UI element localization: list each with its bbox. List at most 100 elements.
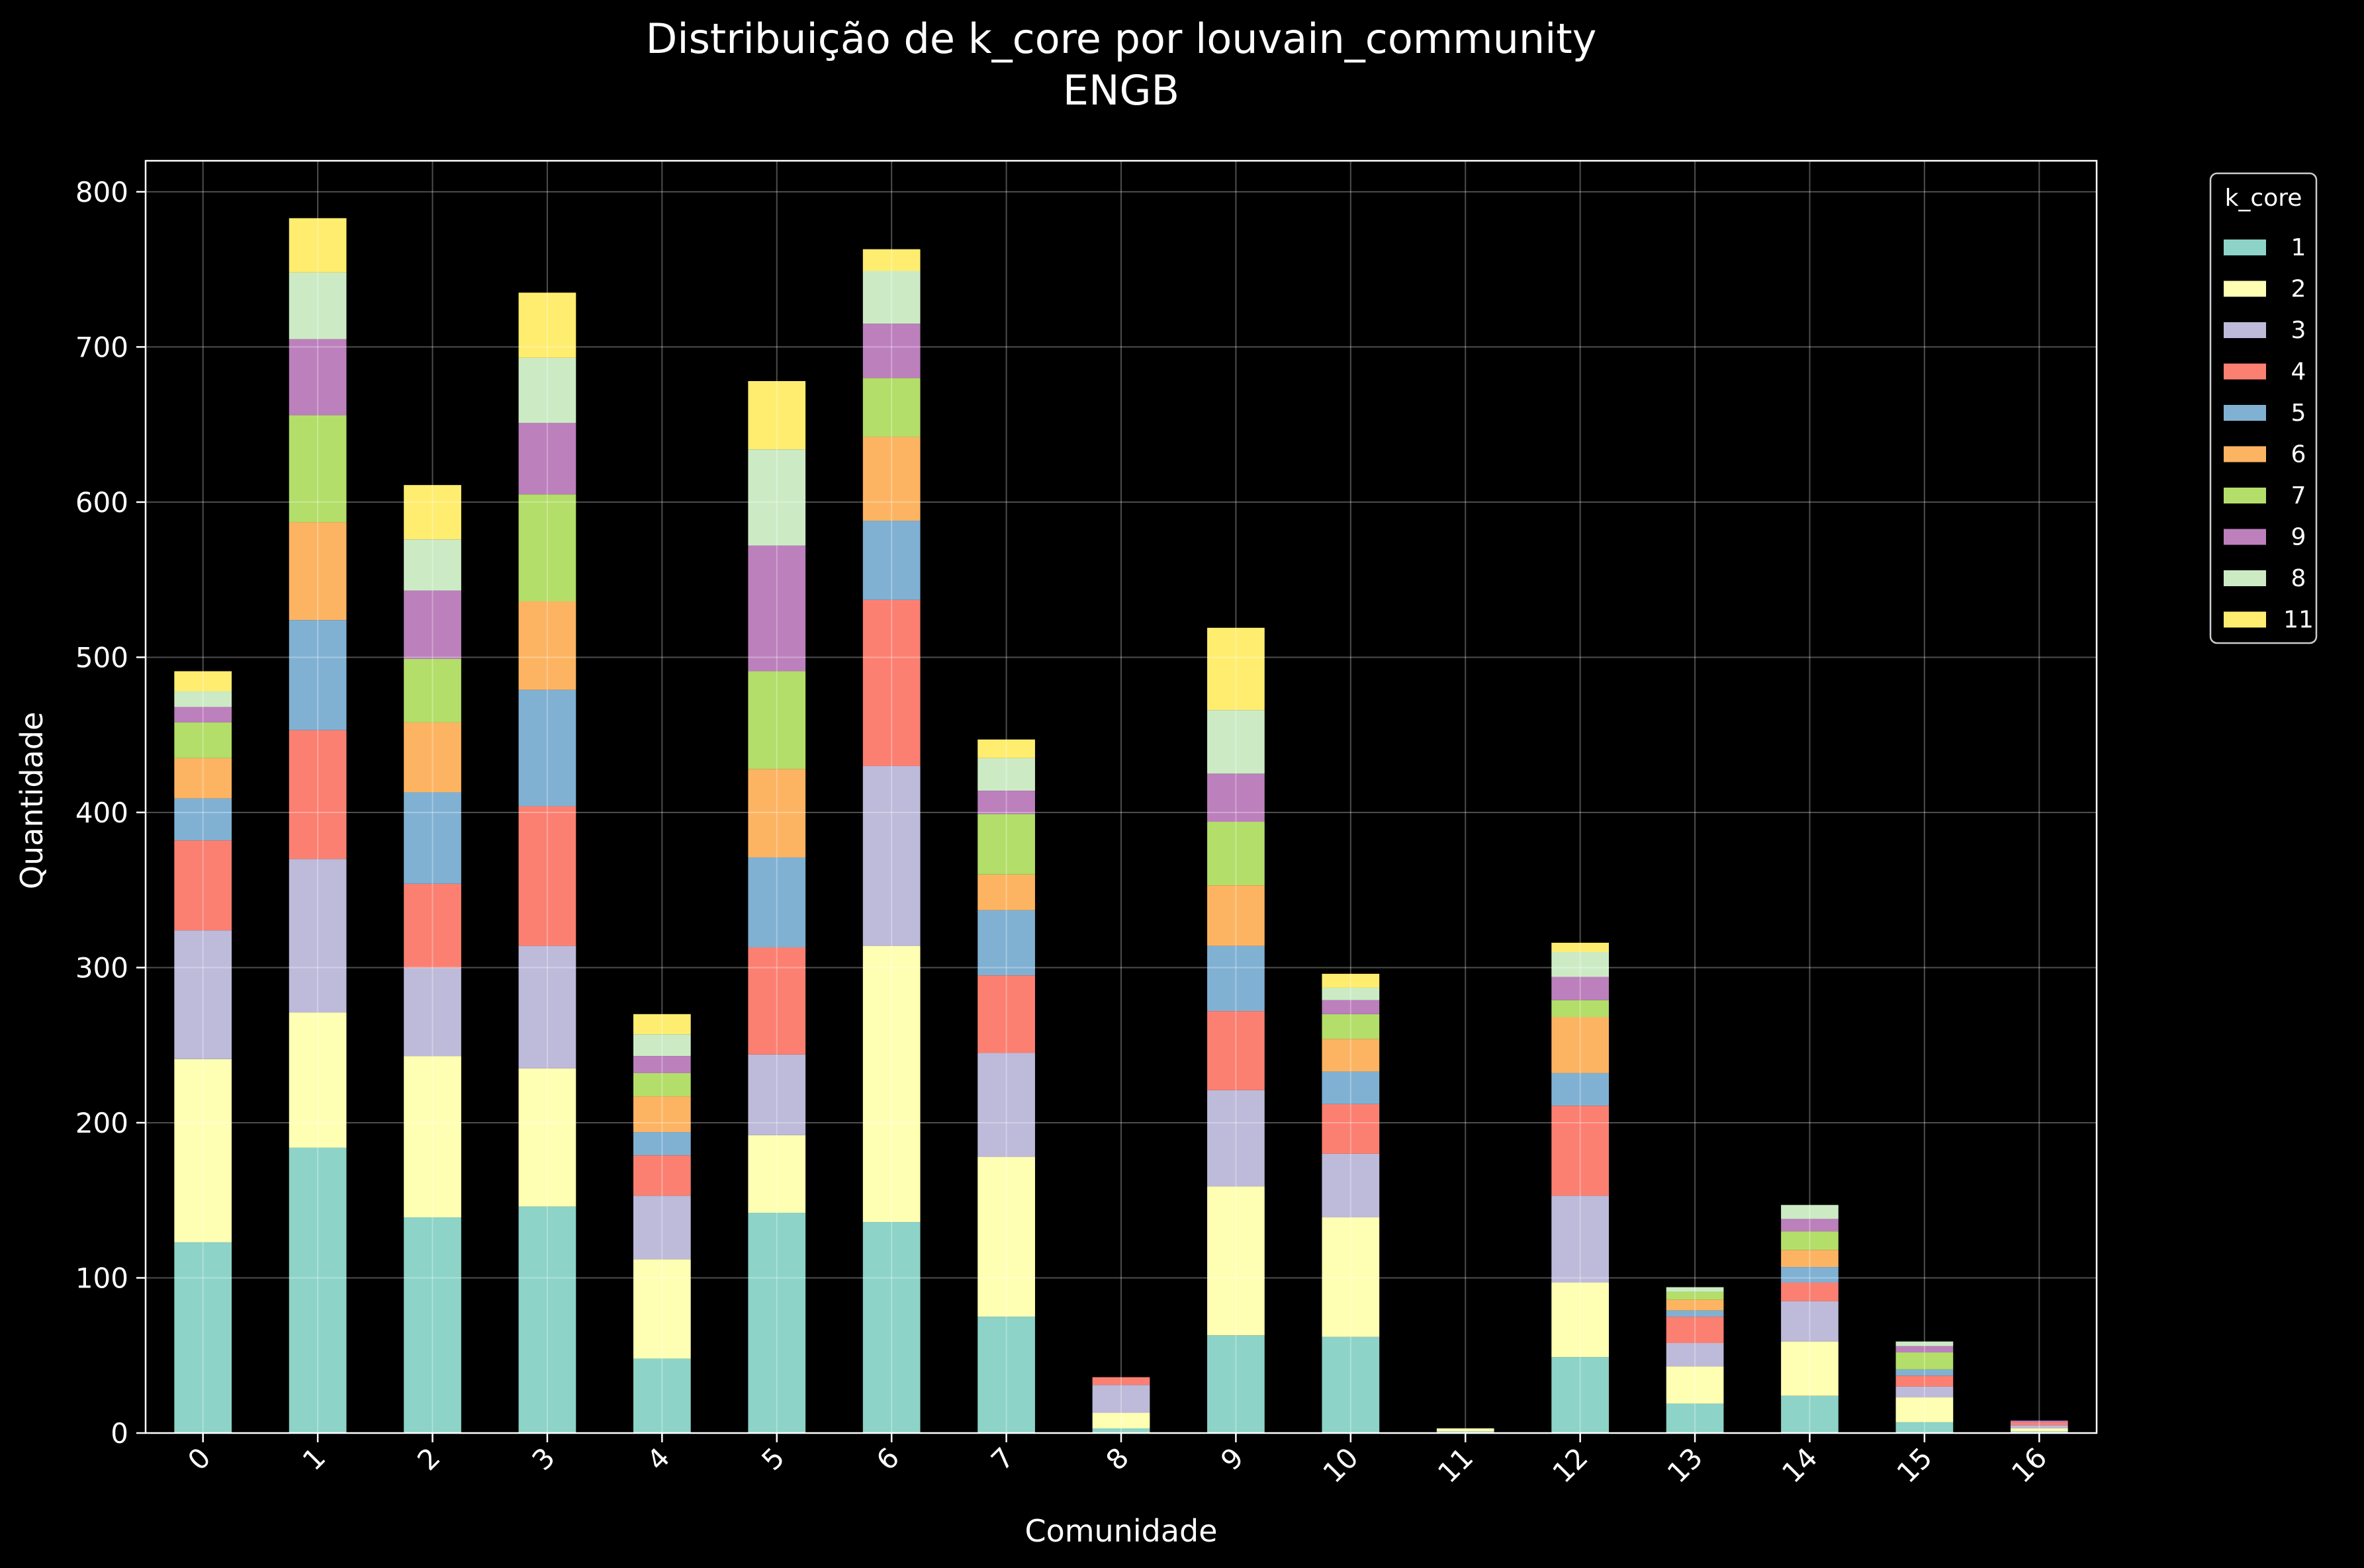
bar-segment-community-0-kcore-7 (174, 722, 232, 758)
bar-segment-community-9-kcore-3 (1207, 1090, 1265, 1187)
bar-segment-community-13-kcore-6 (1666, 1299, 1724, 1311)
bar-segment-community-1-kcore-1 (289, 1147, 347, 1433)
bar-segment-community-15-kcore-4 (1895, 1375, 1954, 1387)
bar-segment-community-4-kcore-3 (633, 1196, 691, 1260)
bar-segment-community-6-kcore-7 (862, 378, 921, 437)
bar-segment-community-7-kcore-1 (977, 1317, 1035, 1433)
legend-swatch-8 (2224, 570, 2266, 586)
bar-segment-community-3-kcore-6 (518, 601, 576, 690)
bar-segment-community-4-kcore-9 (633, 1056, 691, 1073)
bar-segment-community-12-kcore-6 (1551, 1017, 1609, 1073)
y-axis-label: Quantidade (14, 712, 50, 889)
bar-segment-community-16-kcore-3 (2010, 1425, 2068, 1428)
bar-segment-community-1-kcore-5 (289, 620, 347, 730)
bar-segment-community-2-kcore-8 (404, 539, 461, 591)
chart-title: Distribuição de k_core por louvain_commu… (646, 15, 1597, 63)
bar-segment-community-0-kcore-9 (174, 707, 232, 722)
bar-segment-community-9-kcore-1 (1207, 1335, 1265, 1433)
legend-label-5: 5 (2291, 400, 2306, 427)
bar-segment-community-5-kcore-8 (748, 449, 806, 546)
bar-segment-community-1-kcore-7 (289, 415, 347, 523)
bar-segment-community-9-kcore-8 (1207, 710, 1265, 774)
legend-swatch-3 (2224, 322, 2266, 338)
bar-segment-community-4-kcore-6 (633, 1096, 691, 1133)
bar-segment-community-6-kcore-1 (862, 1222, 921, 1433)
bar-segment-community-6-kcore-5 (862, 521, 921, 600)
bar-segment-community-12-kcore-11 (1551, 942, 1609, 953)
legend-swatch-1 (2224, 240, 2266, 255)
bar-segment-community-13-kcore-3 (1666, 1342, 1724, 1367)
bar-segment-community-9-kcore-2 (1207, 1186, 1265, 1336)
bar-segment-community-6-kcore-8 (862, 271, 921, 324)
bar-segment-community-2-kcore-6 (404, 722, 461, 793)
bar-segment-community-2-kcore-11 (404, 485, 461, 540)
y-tick-label-100: 100 (75, 1262, 128, 1294)
legend-label-2: 2 (2291, 276, 2306, 303)
legend-label-3: 3 (2291, 317, 2306, 344)
bar-segment-community-14-kcore-3 (1781, 1301, 1839, 1342)
bar-segment-community-7-kcore-6 (977, 874, 1035, 910)
bar-segment-community-14-kcore-2 (1781, 1341, 1839, 1396)
bar-segment-community-15-kcore-5 (1895, 1369, 1954, 1376)
bar-segment-community-5-kcore-5 (748, 857, 806, 947)
bar-segment-community-0-kcore-4 (174, 840, 232, 931)
bar-segment-community-4-kcore-2 (633, 1259, 691, 1359)
bar-segment-community-12-kcore-9 (1551, 977, 1609, 1000)
bars-layer (174, 218, 2068, 1433)
bar-segment-community-1-kcore-9 (289, 339, 347, 415)
bar-segment-community-4-kcore-4 (633, 1155, 691, 1196)
legend-swatch-2 (2224, 281, 2266, 297)
bar-segment-community-12-kcore-5 (1551, 1072, 1609, 1106)
bar-segment-community-14-kcore-9 (1781, 1219, 1839, 1232)
bar-segment-community-6-kcore-2 (862, 945, 921, 1223)
bar-segment-community-10-kcore-6 (1322, 1039, 1380, 1072)
bar-segment-community-15-kcore-7 (1895, 1352, 1954, 1370)
bar-segment-community-10-kcore-1 (1322, 1336, 1380, 1433)
bar-segment-community-3-kcore-8 (518, 357, 576, 423)
grid-layer (146, 161, 2097, 1434)
bar-segment-community-13-kcore-5 (1666, 1310, 1724, 1317)
y-tick-label-200: 200 (75, 1107, 128, 1139)
legend-swatch-4 (2224, 363, 2266, 380)
legend-label-6: 6 (2291, 441, 2306, 468)
bar-segment-community-9-kcore-5 (1207, 945, 1265, 1012)
y-tick-label-500: 500 (75, 641, 128, 674)
bar-segment-community-12-kcore-2 (1551, 1282, 1609, 1358)
bar-segment-community-16-kcore-4 (2010, 1422, 2068, 1426)
bar-segment-community-2-kcore-7 (404, 658, 461, 722)
bar-segment-community-15-kcore-8 (1895, 1341, 1954, 1346)
bar-segment-community-13-kcore-4 (1666, 1317, 1724, 1343)
legend-swatch-9 (2224, 529, 2266, 545)
y-tick-label-400: 400 (75, 797, 128, 829)
legend-label-1: 1 (2291, 234, 2306, 261)
bar-segment-community-5-kcore-3 (748, 1054, 806, 1135)
bar-segment-community-16-kcore-2 (2010, 1428, 2068, 1432)
bar-segment-community-0-kcore-11 (174, 671, 232, 692)
bar-segment-community-13-kcore-1 (1666, 1403, 1724, 1433)
bar-segment-community-9-kcore-4 (1207, 1011, 1265, 1090)
bar-segment-community-6-kcore-4 (862, 599, 921, 766)
bar-segment-community-7-kcore-8 (977, 758, 1035, 791)
bar-segment-community-1-kcore-8 (289, 272, 347, 339)
bar-segment-community-15-kcore-1 (1895, 1422, 1954, 1433)
legend-label-9: 9 (2291, 524, 2306, 551)
bar-segment-community-6-kcore-11 (862, 249, 921, 271)
legend-label-8: 8 (2291, 565, 2306, 592)
bar-segment-community-15-kcore-2 (1895, 1397, 1954, 1422)
bar-segment-community-5-kcore-1 (748, 1212, 806, 1433)
bar-segment-community-5-kcore-7 (748, 671, 806, 769)
bar-segment-community-3-kcore-9 (518, 423, 576, 495)
bar-segment-community-4-kcore-7 (633, 1072, 691, 1097)
x-axis-label: Comunidade (1024, 1513, 1217, 1549)
bar-segment-community-9-kcore-6 (1207, 885, 1265, 946)
bar-segment-community-10-kcore-8 (1322, 987, 1380, 1000)
bar-segment-community-6-kcore-6 (862, 437, 921, 521)
bar-segment-community-10-kcore-11 (1322, 973, 1380, 988)
bar-segment-community-0-kcore-1 (174, 1242, 232, 1433)
bar-segment-community-5-kcore-4 (748, 947, 806, 1055)
bar-segment-community-3-kcore-7 (518, 494, 576, 602)
bar-segment-community-7-kcore-3 (977, 1053, 1035, 1157)
bar-segment-community-10-kcore-9 (1322, 1000, 1380, 1014)
